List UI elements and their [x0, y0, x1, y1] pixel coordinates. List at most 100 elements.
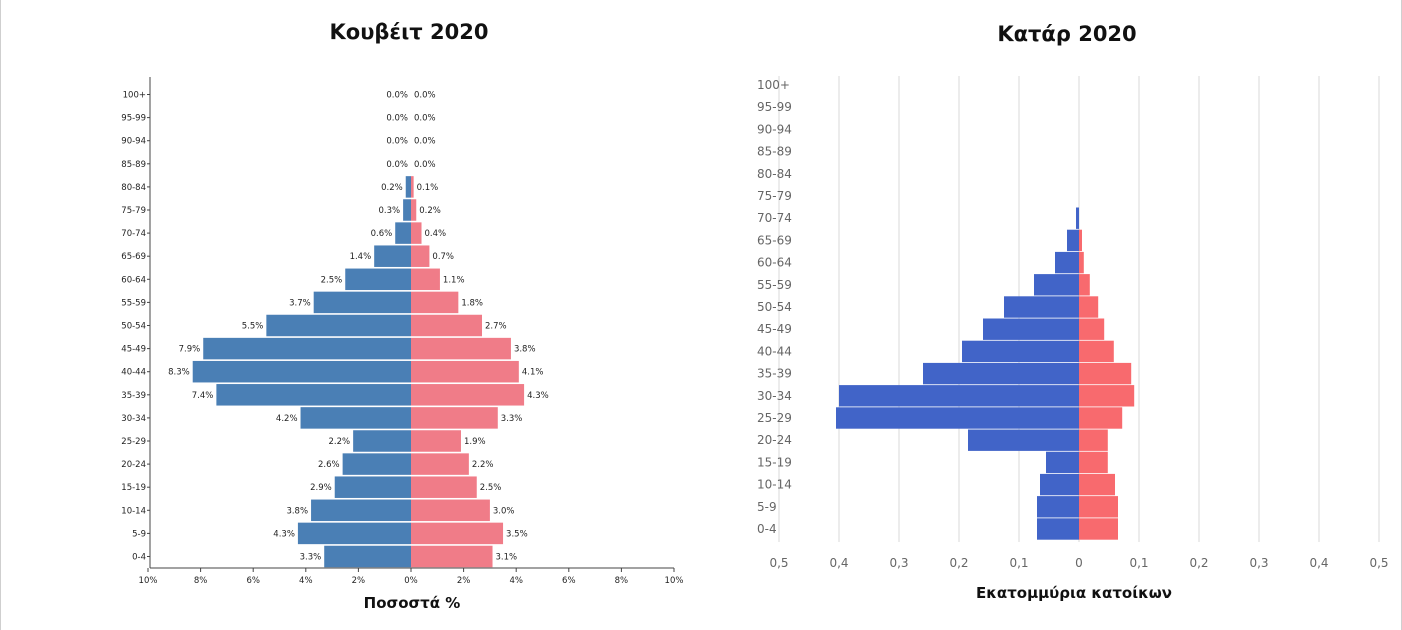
kuwait-male-bar-0-4	[324, 545, 411, 568]
kuwait-female-label-100+: 0.0%	[414, 91, 436, 101]
qatar-male-bar-70-74	[1076, 207, 1079, 229]
qatar-male-bar-30-34	[839, 385, 1079, 407]
kuwait-male-label-60-64: 2.5%	[321, 275, 343, 285]
kuwait-male-label-70-74: 0.6%	[371, 229, 393, 239]
qatar-x-tick-label: 0,3	[889, 556, 908, 570]
kuwait-male-bar-30-34	[300, 407, 411, 429]
kuwait-chart-title: Κουβέιτ 2020	[330, 20, 489, 44]
qatar-female-bar-20-24	[1079, 429, 1108, 451]
kuwait-x-tick-label: 10%	[665, 576, 684, 586]
qatar-x-tick-label: 0,5	[1369, 556, 1388, 570]
kuwait-male-bar-40-44	[192, 360, 411, 383]
kuwait-male-label-40-44: 8.3%	[168, 368, 190, 378]
qatar-male-bar-45-49	[983, 318, 1079, 340]
qatar-male-bar-60-64	[1055, 251, 1079, 274]
kuwait-x-tick-label: 0%	[404, 576, 418, 586]
kuwait-male-label-50-54: 5.5%	[242, 322, 264, 332]
qatar-female-bar-10-14	[1079, 473, 1115, 496]
kuwait-female-bar-50-54	[411, 314, 483, 337]
kuwait-x-tick-label: 2%	[457, 576, 471, 586]
qatar-female-bar-30-34	[1079, 385, 1135, 407]
qatar-x-tick-label: 0,1	[1009, 556, 1028, 570]
kuwait-male-label-25-29: 2.2%	[329, 437, 351, 447]
qatar-age-tick-30-34: 30-34	[757, 389, 792, 403]
qatar-age-tick-55-59: 55-59	[757, 278, 792, 292]
kuwait-female-bar-55-59	[411, 291, 459, 314]
qatar-female-bar-5-9	[1079, 496, 1118, 518]
kuwait-male-label-20-24: 2.6%	[318, 460, 340, 470]
kuwait-male-label-80-84: 0.2%	[381, 183, 403, 193]
kuwait-age-tick-60-64: 60-64	[121, 275, 146, 285]
qatar-age-tick-75-79: 75-79	[757, 189, 792, 203]
qatar-x-tick-label: 0,2	[949, 556, 968, 570]
kuwait-age-tick-40-44: 40-44	[121, 368, 146, 378]
kuwait-male-label-35-39: 7.4%	[192, 391, 214, 401]
qatar-age-tick-10-14: 10-14	[757, 478, 792, 492]
kuwait-female-bar-30-34	[411, 407, 498, 429]
qatar-age-tick-60-64: 60-64	[757, 256, 792, 270]
kuwait-x-tick-label: 8%	[615, 576, 629, 586]
kuwait-male-bar-25-29	[353, 430, 411, 452]
kuwait-male-label-55-59: 3.7%	[289, 298, 311, 308]
kuwait-male-bar-5-9	[297, 522, 411, 545]
qatar-x-tick-label: 0,1	[1129, 556, 1148, 570]
qatar-x-tick-label: 0,4	[1309, 556, 1328, 570]
qatar-male-bar-50-54	[1004, 296, 1079, 318]
kuwait-age-tick-70-74: 70-74	[121, 229, 146, 239]
kuwait-female-bar-75-79	[411, 199, 417, 221]
qatar-age-tick-5-9: 5-9	[757, 500, 777, 514]
kuwait-female-label-55-59: 1.8%	[461, 298, 483, 308]
qatar-male-bar-55-59	[1034, 274, 1079, 296]
kuwait-female-bar-10-14	[411, 499, 490, 522]
kuwait-male-label-5-9: 4.3%	[273, 529, 295, 539]
qatar-x-tick-label: 0	[1075, 556, 1083, 570]
kuwait-male-bar-20-24	[342, 453, 411, 475]
kuwait-female-label-25-29: 1.9%	[464, 437, 486, 447]
kuwait-male-label-100+: 0.0%	[386, 91, 408, 101]
kuwait-age-tick-85-89: 85-89	[121, 160, 146, 170]
qatar-age-tick-0-4: 0-4	[757, 522, 777, 536]
kuwait-age-tick-100+: 100+	[123, 91, 146, 101]
kuwait-x-tick-label: 4%	[299, 576, 313, 586]
qatar-age-tick-70-74: 70-74	[757, 211, 792, 225]
kuwait-female-bar-65-69	[411, 245, 430, 267]
kuwait-male-bar-80-84	[405, 176, 411, 198]
kuwait-age-tick-5-9: 5-9	[132, 529, 146, 539]
kuwait-age-tick-80-84: 80-84	[121, 183, 146, 193]
qatar-x-tick-label: 0,4	[829, 556, 848, 570]
qatar-female-bar-55-59	[1079, 274, 1090, 296]
qatar-age-tick-100+: 100+	[757, 78, 790, 92]
kuwait-age-tick-65-69: 65-69	[121, 252, 146, 262]
qatar-age-tick-90-94: 90-94	[757, 122, 792, 136]
qatar-female-bar-40-44	[1079, 340, 1114, 363]
qatar-female-bar-45-49	[1079, 318, 1105, 340]
kuwait-x-tick-label: 4%	[509, 576, 523, 586]
qatar-x-tick-label: 0,2	[1189, 556, 1208, 570]
kuwait-female-label-75-79: 0.2%	[419, 206, 441, 216]
kuwait-female-label-80-84: 0.1%	[417, 183, 439, 193]
kuwait-age-tick-55-59: 55-59	[121, 298, 146, 308]
kuwait-female-bar-45-49	[411, 337, 511, 360]
kuwait-female-label-30-34: 3.3%	[501, 414, 523, 424]
kuwait-age-tick-25-29: 25-29	[121, 437, 146, 447]
qatar-age-tick-45-49: 45-49	[757, 322, 792, 336]
qatar-female-bar-60-64	[1079, 251, 1084, 274]
kuwait-male-label-15-19: 2.9%	[310, 483, 332, 493]
kuwait-female-label-45-49: 3.8%	[514, 345, 536, 355]
qatar-age-tick-20-24: 20-24	[757, 433, 792, 447]
kuwait-male-bar-45-49	[203, 337, 411, 360]
kuwait-age-tick-45-49: 45-49	[121, 345, 146, 355]
kuwait-female-bar-5-9	[411, 522, 504, 545]
kuwait-x-axis-label: Ποσοστά %	[364, 594, 461, 612]
kuwait-female-bar-70-74	[411, 222, 422, 244]
kuwait-population-pyramid: Κουβέιτ 2020 3.3% 3.1% 4.3% 3.5% 3.8% 3.0% 2.9…	[121, 20, 684, 612]
qatar-age-tick-80-84: 80-84	[757, 167, 792, 181]
qatar-age-tick-65-69: 65-69	[757, 233, 792, 247]
kuwait-female-label-95-99: 0.0%	[414, 114, 436, 124]
qatar-female-bar-35-39	[1079, 362, 1132, 385]
kuwait-female-label-10-14: 3.0%	[493, 506, 515, 516]
kuwait-female-bar-25-29	[411, 430, 461, 452]
qatar-male-bar-0-4	[1037, 518, 1079, 540]
kuwait-female-label-5-9: 3.5%	[506, 529, 528, 539]
